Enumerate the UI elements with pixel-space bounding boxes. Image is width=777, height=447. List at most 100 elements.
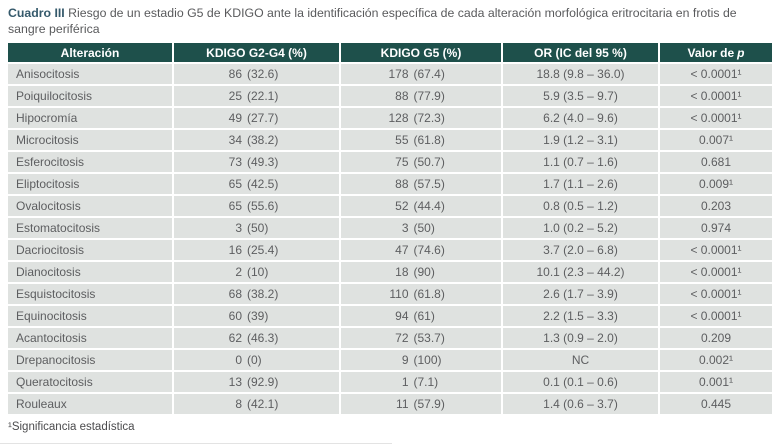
cell-p-value: < 0.0001¹ (660, 306, 772, 326)
percent-value: (74.6) (413, 243, 445, 257)
cell-or: 1.3 (0.9 – 2.0) (503, 328, 658, 348)
cell-kdigo-g2-g4: 86 (32.6) (174, 64, 339, 84)
cell-p-value: 0.974 (660, 218, 772, 238)
percent-value: (61.8) (413, 287, 445, 301)
significance-footnote: ¹Significancia estadística (8, 421, 135, 433)
table-row: Microcitosis 34 (38.2) 55 (61.8) 1.9 (1.2 – 3… (8, 130, 772, 150)
col-header-or: OR (IC del 95 %) (503, 43, 658, 62)
percent-value: (39) (247, 309, 269, 323)
table-row: Rouleaux 8 (42.1) 11 (57.9) 1.4 (0.6 – 3.7) 0.… (8, 394, 772, 414)
percent-value: (72.3) (413, 111, 445, 125)
cell-alteracion: Poiquilocitosis (8, 86, 172, 106)
cell-p-value: 0.209 (660, 328, 772, 348)
cell-p-value: 0.009¹ (660, 174, 772, 194)
cell-p-value: < 0.0001¹ (660, 262, 772, 282)
col-header-kdigo-g5: KDIGO G5 (%) (341, 43, 501, 62)
cell-or: 1.4 (0.6 – 3.7) (503, 394, 658, 414)
cell-p-value: 0.203 (660, 196, 772, 216)
cell-kdigo-g5: 1 (7.1) (341, 372, 501, 392)
cell-alteracion: Anisocitosis (8, 64, 172, 84)
cell-kdigo-g5: 88 (77.9) (341, 86, 501, 106)
cell-kdigo-g5: 178 (67.4) (341, 64, 501, 84)
cell-or: 5.9 (3.5 – 9.7) (503, 86, 658, 106)
cell-alteracion: Esferocitosis (8, 152, 172, 172)
table-caption-text: Riesgo de un estadio G5 de KDIGO ante la… (8, 6, 737, 36)
cell-p-value: 0.001¹ (660, 372, 772, 392)
cell-alteracion: Drepanocitosis (8, 350, 172, 370)
percent-value: (53.7) (413, 331, 445, 345)
cell-kdigo-g2-g4: 65 (55.6) (174, 196, 339, 216)
count-value: 47 (395, 243, 409, 257)
cell-kdigo-g5: 52 (44.4) (341, 196, 501, 216)
percent-value: (49.3) (247, 155, 279, 169)
percent-value: (67.4) (413, 67, 445, 81)
cell-kdigo-g5: 72 (53.7) (341, 328, 501, 348)
cell-or: 18.8 (9.8 – 36.0) (503, 64, 658, 84)
table-row: Hipocromía 49 (27.7) 128 (72.3) 6.2 (4.0 – 9.… (8, 108, 772, 128)
table-body: Anisocitosis 86 (32.6) 178 (67.4) 18.8 (9.8 –… (8, 64, 772, 414)
cell-p-value: 0.445 (660, 394, 772, 414)
table-row: Eliptocitosis 65 (42.5) 88 (57.5) 1.7 (1.1 – … (8, 174, 772, 194)
percent-value: (50.7) (413, 155, 445, 169)
cell-kdigo-g5: 3 (50) (341, 218, 501, 238)
table-row: Dianocitosis 2 (10) 18 (90) 10.1 (2.3 – 44.2)… (8, 262, 772, 282)
table-row: Estomatocitosis 3 (50) 3 (50) 1.0 (0.2 – 5.2)… (8, 218, 772, 238)
count-value: 60 (228, 309, 242, 323)
count-value: 178 (388, 67, 409, 81)
morphology-risk-table: Alteración KDIGO G2-G4 (%) KDIGO G5 (%) … (6, 41, 774, 416)
cell-p-value: < 0.0001¹ (660, 86, 772, 106)
table-header: Alteración KDIGO G2-G4 (%) KDIGO G5 (%) … (8, 43, 772, 62)
count-value: 73 (228, 155, 242, 169)
count-value: 13 (228, 375, 242, 389)
col-header-valor-p: Valor de p (660, 43, 772, 62)
cell-p-value: < 0.0001¹ (660, 284, 772, 304)
col-header-alteracion: Alteración (8, 43, 172, 62)
cell-or: 2.6 (1.7 – 3.9) (503, 284, 658, 304)
count-value: 75 (395, 155, 409, 169)
count-value: 62 (228, 331, 242, 345)
table-row: Equinocitosis 60 (39) 94 (61) 2.2 (1.5 – 3.3)… (8, 306, 772, 326)
col-header-kdigo-g2-g4: KDIGO G2-G4 (%) (174, 43, 339, 62)
count-value: 1 (401, 375, 409, 389)
percent-value: (55.6) (247, 199, 279, 213)
percent-value: (50) (413, 221, 435, 235)
count-value: 88 (395, 177, 409, 191)
cell-kdigo-g5: 88 (57.5) (341, 174, 501, 194)
cell-alteracion: Microcitosis (8, 130, 172, 150)
cell-or: 1.0 (0.2 – 5.2) (503, 218, 658, 238)
cell-kdigo-g2-g4: 3 (50) (174, 218, 339, 238)
cell-or: 2.2 (1.5 – 3.3) (503, 306, 658, 326)
percent-value: (7.1) (413, 375, 439, 389)
percent-value: (61.8) (413, 133, 445, 147)
cell-alteracion: Esquistocitosis (8, 284, 172, 304)
count-value: 11 (396, 397, 409, 411)
cell-kdigo-g2-g4: 73 (49.3) (174, 152, 339, 172)
percent-value: (38.2) (247, 133, 279, 147)
cell-kdigo-g5: 128 (72.3) (341, 108, 501, 128)
cell-or: 3.7 (2.0 – 6.8) (503, 240, 658, 260)
cell-alteracion: Dacriocitosis (8, 240, 172, 260)
count-value: 88 (395, 89, 409, 103)
percent-value: (61) (413, 309, 435, 323)
percent-value: (46.3) (247, 331, 279, 345)
count-value: 55 (395, 133, 409, 147)
cell-kdigo-g2-g4: 8 (42.1) (174, 394, 339, 414)
percent-value: (42.1) (247, 397, 279, 411)
cell-kdigo-g5: 75 (50.7) (341, 152, 501, 172)
cell-p-value: 0.007¹ (660, 130, 772, 150)
cell-kdigo-g2-g4: 49 (27.7) (174, 108, 339, 128)
cell-or: 0.1 (0.1 – 0.6) (503, 372, 658, 392)
cell-or: 6.2 (4.0 – 9.6) (503, 108, 658, 128)
cell-kdigo-g5: 47 (74.6) (341, 240, 501, 260)
percent-value: (77.9) (413, 89, 445, 103)
cell-kdigo-g5: 55 (61.8) (341, 130, 501, 150)
count-value: 8 (235, 397, 242, 411)
table-row: Ovalocitosis 65 (55.6) 52 (44.4) 0.8 (0.5 – 1… (8, 196, 772, 216)
count-value: 65 (228, 199, 242, 213)
cell-alteracion: Equinocitosis (8, 306, 172, 326)
cell-alteracion: Eliptocitosis (8, 174, 172, 194)
count-value: 68 (228, 287, 242, 301)
cell-alteracion: Queratocitosis (8, 372, 172, 392)
cell-kdigo-g2-g4: 60 (39) (174, 306, 339, 326)
bottom-rule (0, 443, 392, 444)
